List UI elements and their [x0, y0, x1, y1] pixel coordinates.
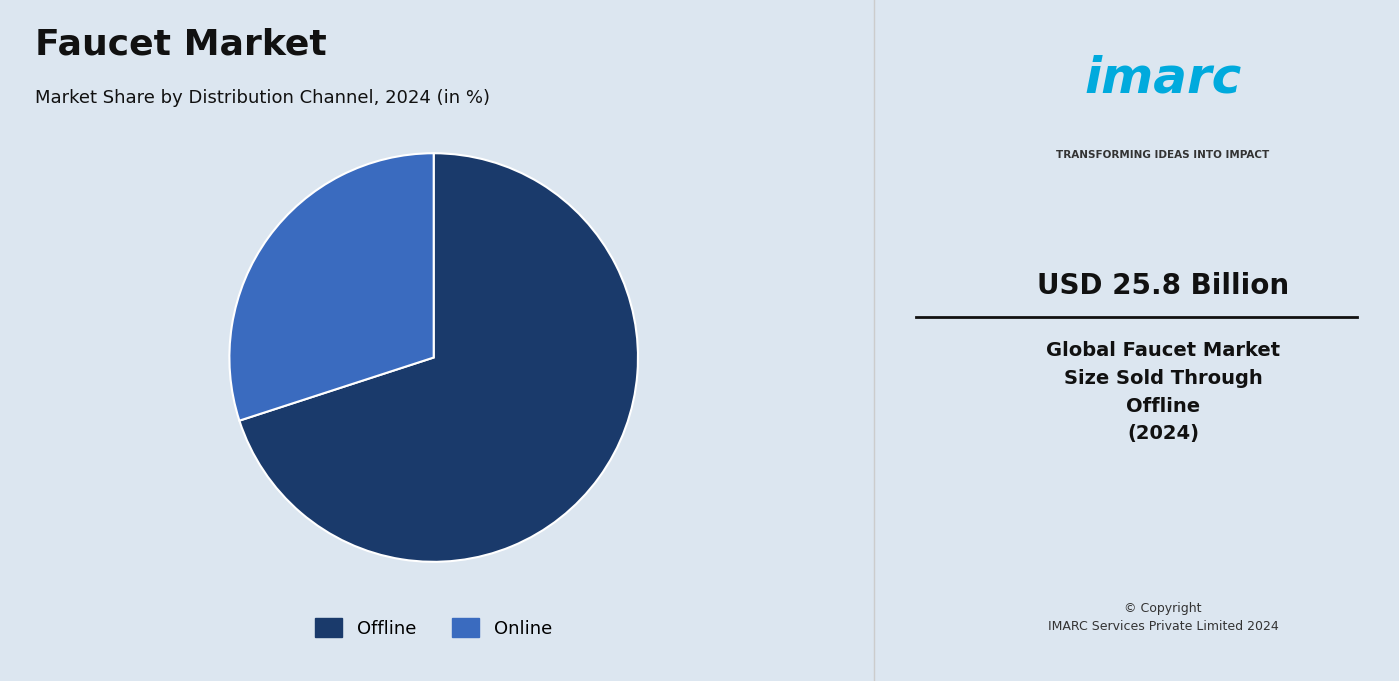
- Text: Market Share by Distribution Channel, 2024 (in %): Market Share by Distribution Channel, 20…: [35, 89, 490, 106]
- Legend: Offline, Online: Offline, Online: [308, 611, 560, 645]
- Text: Global Faucet Market
Size Sold Through
Offline
(2024): Global Faucet Market Size Sold Through O…: [1046, 340, 1280, 443]
- Text: USD 25.8 Billion: USD 25.8 Billion: [1037, 272, 1288, 300]
- Text: Faucet Market: Faucet Market: [35, 27, 327, 61]
- Text: © Copyright
IMARC Services Private Limited 2024: © Copyright IMARC Services Private Limit…: [1048, 602, 1279, 633]
- Wedge shape: [239, 153, 638, 562]
- Text: imarc: imarc: [1084, 54, 1241, 102]
- Text: TRANSFORMING IDEAS INTO IMPACT: TRANSFORMING IDEAS INTO IMPACT: [1056, 150, 1269, 160]
- Wedge shape: [229, 153, 434, 421]
